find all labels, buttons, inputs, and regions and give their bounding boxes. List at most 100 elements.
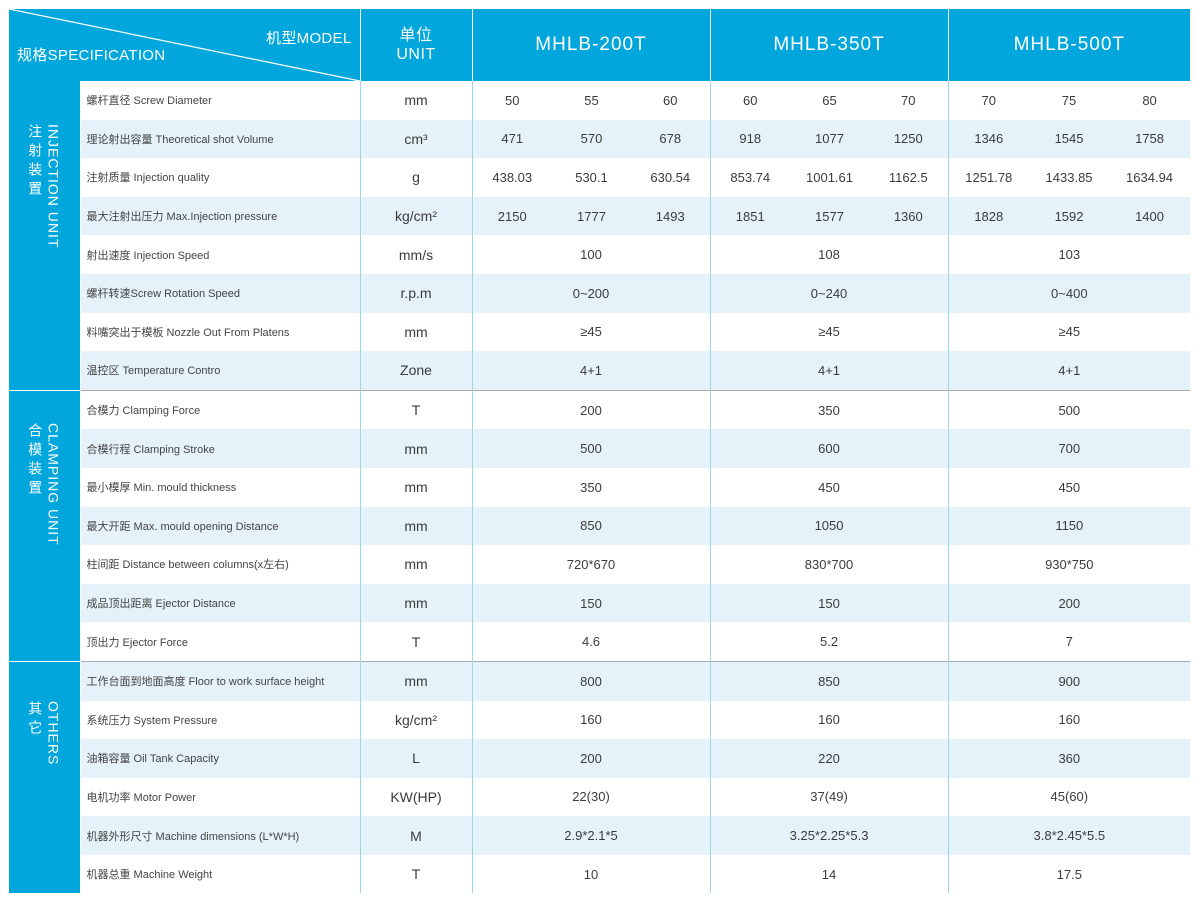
group-label: 合模装置 CLAMPING UNIT — [9, 389, 81, 662]
value-cell: 1400 — [1109, 196, 1191, 236]
value-cell: 70 — [869, 81, 949, 120]
value-cell: 1250 — [869, 119, 949, 159]
header-row: 机型MODEL 规格SPECIFICATION 单位 UNIT MHLB-200… — [9, 9, 1191, 81]
model-header-200t: MHLB-200T — [472, 9, 711, 81]
value-cell: 350 — [472, 467, 711, 507]
group-label-en: INJECTION UNIT — [45, 124, 62, 249]
value-cell: 200 — [472, 389, 711, 430]
parameter-label: 机器外形尺寸 Machine dimensions (L*W*H) — [80, 816, 361, 855]
value-cell: 70 — [981, 92, 997, 108]
table-row: 其它 OTHERS 工作台面到地面高度 Floor to work surface … — [9, 660, 1191, 894]
corner-header: 机型MODEL 规格SPECIFICATION — [9, 9, 361, 81]
group-label: 其它 OTHERS — [9, 660, 81, 894]
value-cell: 0~400 — [948, 273, 1191, 313]
value-cell: 850 — [710, 660, 949, 701]
value-cell: 720*670 — [472, 545, 711, 584]
value-cell: 1758 — [1109, 119, 1191, 159]
value-cell: 160 — [710, 700, 949, 740]
value-cell: 700 — [948, 429, 1191, 468]
value-cell: 14 — [710, 854, 949, 894]
value-cell: 10 — [472, 854, 711, 894]
unit-cell: mm — [360, 429, 473, 468]
table-row: 最大开距 Max. mould opening Distance mm 850 105… — [9, 506, 1191, 546]
unit-cell: mm — [360, 583, 473, 623]
value-cell: 850 — [472, 506, 711, 546]
specification-body: 注射装置 INJECTION UNIT 螺杆直径 Screw Diameter mm 5… — [9, 81, 1191, 894]
value-cell: 160 — [472, 700, 711, 740]
group-label-cn: 其它 — [27, 700, 44, 739]
parameter-label: 螺杆转速Screw Rotation Speed — [80, 273, 361, 313]
unit-cell: Zone — [360, 351, 473, 391]
value-cell: 1577 — [790, 196, 870, 236]
value-cell: 500 — [472, 429, 711, 468]
value-cell: 65 — [822, 92, 837, 108]
value-cell: 1077 — [790, 119, 870, 159]
value-cell: 471 — [472, 119, 552, 159]
value-cell: 200 — [472, 739, 711, 778]
parameter-label: 螺杆直径 Screw Diameter — [80, 81, 361, 120]
value-cell: 918 — [710, 119, 791, 159]
table-row: 注射质量 Injection quality g 438.03 530.1 630.54… — [9, 158, 1190, 197]
value-cell: 1634.94 — [1126, 169, 1174, 185]
value-cell: 200 — [948, 583, 1191, 623]
parameter-label: 最大注射出压力 Max.Injection pressure — [80, 196, 361, 236]
table-row: 注射装置 INJECTION UNIT 螺杆直径 Screw Diameter mm 5… — [9, 81, 1190, 391]
table-row: 成品顶出距离 Ejector Distance mm 150 150 200 — [9, 583, 1191, 623]
group-label-cn: 合模装置 — [27, 422, 44, 499]
value-cell: 930*750 — [1045, 556, 1094, 572]
parameter-label: 电机功率 Motor Power — [80, 777, 361, 817]
value-cell: 45(60) — [1050, 789, 1089, 805]
value-cell: 1150 — [948, 506, 1191, 546]
value-cell: 160 — [1058, 712, 1081, 728]
unit-header-cn: 单位 — [399, 27, 433, 44]
parameter-label: 系统压力 System Pressure — [80, 700, 361, 740]
unit-cell: T — [360, 389, 473, 430]
value-cell: 108 — [710, 235, 949, 274]
parameter-label: 温控区 Temperature Contro — [80, 351, 361, 391]
unit-cell: L — [360, 739, 473, 778]
unit-header-en: UNIT — [396, 46, 436, 63]
value-cell: 800 — [472, 660, 711, 701]
model-header-350t: MHLB-350T — [710, 9, 949, 81]
value-cell: 630.54 — [631, 158, 711, 197]
unit-cell: cm³ — [360, 119, 473, 159]
table-row: 最小模厚 Min. mould thickness mm 350 450 450 — [9, 467, 1190, 507]
value-cell: 1162.5 — [869, 158, 949, 197]
parameter-label: 最小模厚 Min. mould thickness — [80, 467, 361, 507]
unit-cell: mm — [360, 312, 473, 352]
value-cell: ≥45 — [1058, 324, 1081, 340]
value-cell: 0~200 — [472, 273, 711, 313]
value-cell: 350 — [710, 389, 949, 430]
value-cell: 220 — [710, 739, 949, 778]
table-row: 机器总重 Machine Weight T 10 14 17.5 — [9, 854, 1190, 894]
value-cell: 360 — [948, 739, 1191, 778]
value-cell: 1851 — [710, 196, 791, 236]
value-cell: 570 — [552, 119, 631, 159]
table-row: 合模行程 Clamping Stroke mm 500 600 700 — [9, 429, 1191, 468]
parameter-label: 工作台面到地面高度 Floor to work surface height — [80, 660, 361, 701]
unit-cell: mm/s — [360, 235, 473, 274]
unit-cell: mm — [360, 467, 473, 507]
group-label-en: OTHERS — [45, 700, 62, 766]
value-cell: 60 — [743, 92, 758, 108]
table-row: 料嘴突出于模板 Nozzle Out From Platens mm ≥45 ≥45 ≥… — [9, 312, 1190, 352]
value-cell: 1360 — [869, 196, 949, 236]
value-cell: 853.74 — [730, 169, 771, 185]
group-label-cn: 注射装置 — [27, 124, 44, 200]
unit-cell: T — [360, 622, 473, 662]
value-cell: 450 — [710, 467, 949, 507]
parameter-label: 射出速度 Injection Speed — [80, 235, 361, 274]
value-cell: 1828 — [948, 196, 1030, 236]
value-cell: 22(30) — [472, 777, 711, 817]
value-cell: 103 — [1058, 247, 1081, 263]
value-cell: 4+1 — [710, 351, 949, 391]
table-row: 合模装置 CLAMPING UNIT 合模力 Clamping Force T 200 3… — [9, 389, 1191, 662]
parameter-label: 合模行程 Clamping Stroke — [80, 429, 361, 468]
unit-cell: T — [360, 854, 473, 894]
value-cell: 1777 — [552, 196, 631, 236]
value-cell: 1001.61 — [806, 169, 854, 185]
value-cell: 530.1 — [575, 169, 608, 185]
value-cell: 100 — [472, 235, 711, 274]
value-cell: 150 — [710, 583, 949, 623]
value-cell: 3.8*2.45*5.5 — [948, 816, 1191, 855]
